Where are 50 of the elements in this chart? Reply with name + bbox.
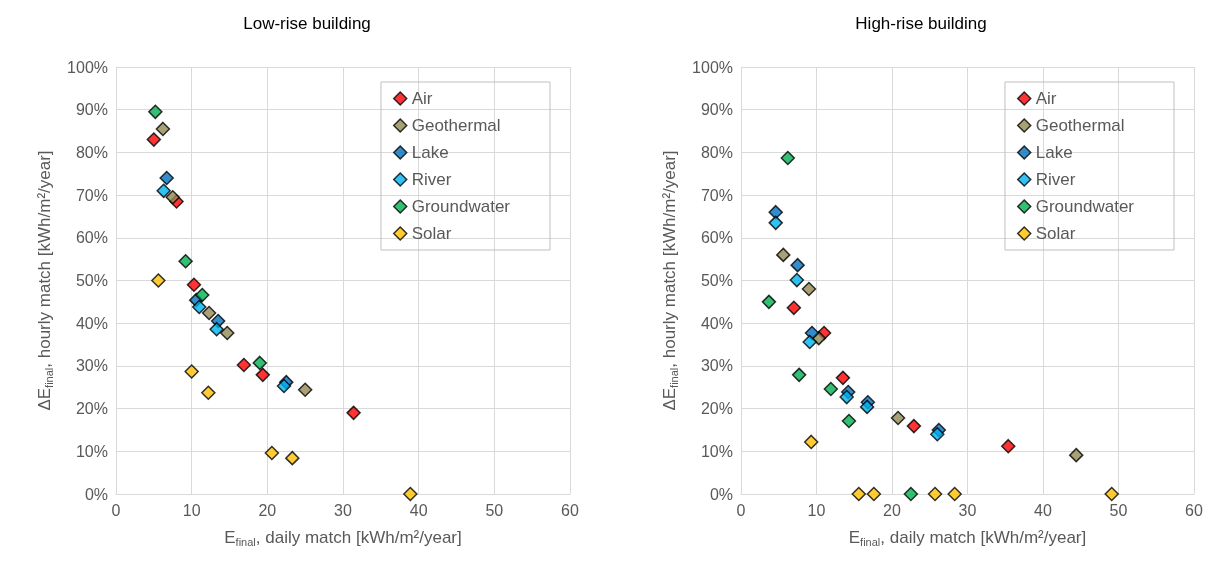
x-tick-label: 10 xyxy=(182,501,201,519)
legend-label: Solar xyxy=(1035,224,1076,243)
x-tick-label: 0 xyxy=(111,501,121,519)
x-tick-label: 30 xyxy=(334,501,352,519)
x-tick-label: 40 xyxy=(1034,501,1052,519)
y-tick-label: 90% xyxy=(700,101,733,119)
y-tick-label: 60% xyxy=(75,229,108,247)
y-tick-label: 30% xyxy=(700,357,733,375)
y-tick-label: 0% xyxy=(84,485,108,503)
y-tick-label: 20% xyxy=(700,400,733,418)
legend-label: Geothermal xyxy=(411,116,501,135)
x-tick-label: 0 xyxy=(736,501,746,519)
y-tick-label: 10% xyxy=(700,442,733,460)
legend-label: Groundwater xyxy=(411,197,511,216)
y-tick-label: 100% xyxy=(692,58,733,76)
y-tick-label: 30% xyxy=(75,357,108,375)
y-tick-label: 40% xyxy=(700,314,733,332)
y-tick-label: 70% xyxy=(700,186,733,204)
x-tick-label: 60 xyxy=(561,501,579,519)
y-tick-label: 40% xyxy=(75,314,108,332)
legend-label: Geothermal xyxy=(1035,116,1125,135)
y-tick-label: 0% xyxy=(709,485,733,503)
legend-label: Lake xyxy=(411,143,449,162)
y-tick-label: 60% xyxy=(700,229,733,247)
x-tick-label: 50 xyxy=(485,501,504,519)
legend-label: River xyxy=(1035,170,1076,189)
chart-title: Low-rise building xyxy=(243,14,371,33)
legend-label: Air xyxy=(411,89,433,108)
y-tick-label: 80% xyxy=(75,143,108,161)
x-tick-label: 10 xyxy=(807,501,826,519)
x-tick-label: 40 xyxy=(409,501,428,519)
x-tick-label: 20 xyxy=(258,501,277,519)
y-tick-label: 20% xyxy=(75,400,108,418)
legend-label: River xyxy=(411,170,452,189)
y-tick-label: 90% xyxy=(75,101,108,119)
y-tick-label: 100% xyxy=(67,58,108,76)
chart-title: High-rise building xyxy=(855,14,987,33)
x-tick-label: 60 xyxy=(1185,501,1203,519)
x-tick-label: 50 xyxy=(1109,501,1128,519)
x-tick-label: 20 xyxy=(883,501,901,519)
y-tick-label: 50% xyxy=(700,272,733,289)
y-tick-label: 10% xyxy=(75,442,108,460)
legend-label: Solar xyxy=(411,224,452,243)
legend-label: Lake xyxy=(1035,143,1073,162)
x-tick-label: 30 xyxy=(958,501,977,519)
legend-label: Groundwater xyxy=(1035,197,1135,216)
y-tick-label: 70% xyxy=(75,186,108,204)
y-tick-label: 50% xyxy=(75,272,108,289)
legend-label: Air xyxy=(1035,89,1057,108)
y-tick-label: 80% xyxy=(700,143,733,161)
